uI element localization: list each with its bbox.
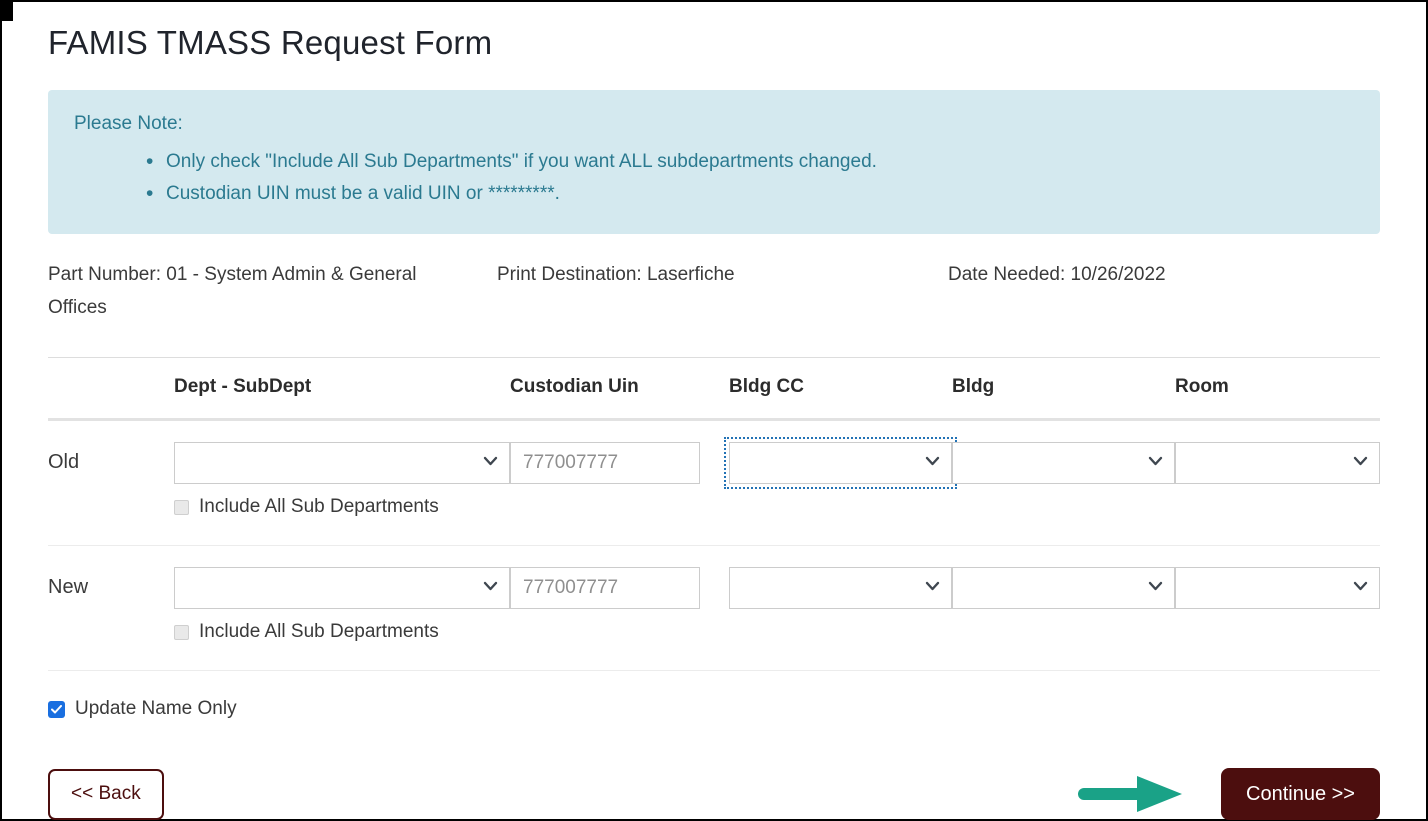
new-bldg-cc-select[interactable] xyxy=(729,567,952,609)
old-room-select[interactable] xyxy=(1175,442,1380,484)
old-bldg-cc-select-wrap xyxy=(724,437,957,489)
update-name-only-line: Update Name Only xyxy=(48,698,1380,720)
old-include-all-label: Include All Sub Departments xyxy=(199,496,439,517)
actions-row: << Back Continue >> xyxy=(48,768,1380,820)
row-label-old: Old xyxy=(48,451,80,473)
info-note-box: Please Note: Only check "Include All Sub… xyxy=(48,90,1380,234)
old-dept-subdept-select[interactable] xyxy=(174,442,510,484)
old-dept-subdept-select-wrap xyxy=(174,442,510,484)
continue-group: Continue >> xyxy=(1075,768,1380,820)
old-custodian-cell xyxy=(510,442,729,484)
new-bldg-select[interactable] xyxy=(952,567,1175,609)
header-dept-subdept: Dept - SubDept xyxy=(174,376,312,397)
tmass-request-form: FAMIS TMASS Request Form Please Note: On… xyxy=(2,24,1426,820)
new-include-all-checkbox[interactable] xyxy=(174,624,189,640)
note-bullet: Only check "Include All Sub Departments"… xyxy=(74,146,1354,178)
table-row-old: Old xyxy=(48,421,1380,546)
old-bldg-select[interactable] xyxy=(952,442,1175,484)
note-bullet: Custodian UIN must be a valid UIN or ***… xyxy=(74,178,1354,210)
new-dept-subdept-select-wrap xyxy=(174,567,510,609)
print-destination-text: Print Destination: Laserfiche xyxy=(497,264,735,285)
old-include-all-checkbox[interactable] xyxy=(174,499,189,515)
new-bldg-select-wrap xyxy=(952,567,1175,609)
old-custodian-uin-input[interactable] xyxy=(510,442,700,484)
header-bldg-cc: Bldg CC xyxy=(729,376,804,397)
header-custodian-uin: Custodian Uin xyxy=(510,376,639,397)
new-room-select[interactable] xyxy=(1175,567,1380,609)
part-number-text: Part Number: 01 - System Admin & General… xyxy=(48,264,417,318)
green-arrow-right-icon xyxy=(1075,770,1185,818)
new-custodian-uin-input[interactable] xyxy=(510,567,700,609)
old-room-select-wrap xyxy=(1175,442,1380,484)
old-include-all-line: Include All Sub Departments xyxy=(174,496,1380,518)
new-room-select-wrap xyxy=(1175,567,1380,609)
back-button[interactable]: << Back xyxy=(48,768,164,820)
note-bullet-list: Only check "Include All Sub Departments"… xyxy=(74,146,1354,210)
old-bldg-cc-select[interactable] xyxy=(724,437,957,489)
old-bldg-select-wrap xyxy=(952,442,1175,484)
request-summary: Part Number: 01 - System Admin & General… xyxy=(48,258,1380,324)
new-bldg-cc-select-wrap xyxy=(729,567,952,609)
row-label-new: New xyxy=(48,576,89,598)
date-needed-text: Date Needed: 10/26/2022 xyxy=(948,264,1166,285)
update-name-only-label: Update Name Only xyxy=(75,698,237,719)
screenshot-border-artifact xyxy=(2,2,13,21)
page-title: FAMIS TMASS Request Form xyxy=(48,24,493,61)
new-include-all-label: Include All Sub Departments xyxy=(199,621,439,642)
header-room: Room xyxy=(1175,376,1229,397)
continue-button[interactable]: Continue >> xyxy=(1221,768,1380,820)
table-row-new: New xyxy=(48,546,1380,671)
table-header-row: Dept - SubDept Custodian Uin Bldg CC Bld… xyxy=(48,358,1380,421)
update-name-only-checkbox[interactable] xyxy=(48,700,65,718)
new-include-all-line: Include All Sub Departments xyxy=(174,621,1380,643)
new-custodian-cell xyxy=(510,567,729,609)
change-table: Dept - SubDept Custodian Uin Bldg CC Bld… xyxy=(48,357,1380,671)
header-bldg: Bldg xyxy=(952,376,995,397)
checkmark-icon xyxy=(51,704,62,713)
note-heading: Please Note: xyxy=(74,113,183,134)
new-dept-subdept-select[interactable] xyxy=(174,567,510,609)
